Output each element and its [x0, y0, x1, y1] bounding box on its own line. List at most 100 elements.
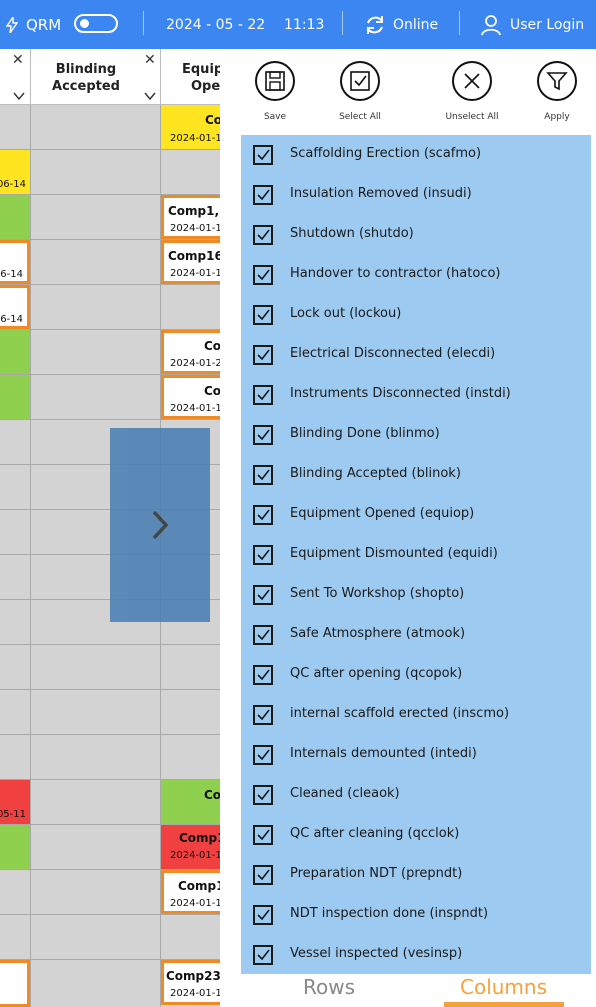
grid-cell[interactable] [0, 825, 30, 869]
qrm-toggle[interactable] [74, 14, 118, 33]
checkbox-checked-icon[interactable] [253, 465, 273, 485]
grid-cell[interactable]: Comp16 2024-01-17 [161, 825, 220, 869]
row-divider [0, 959, 220, 960]
grid-cell[interactable]: Comp16, C 2024-01-18 [161, 240, 220, 284]
sync-icon[interactable] [364, 0, 386, 49]
tab-columns[interactable]: Columns [460, 975, 548, 999]
close-icon[interactable]: ✕ [144, 52, 156, 68]
checkbox-checked-icon[interactable] [253, 705, 273, 725]
grid-cell[interactable]: 05-11 [0, 780, 30, 824]
checkbox-checked-icon[interactable] [253, 505, 273, 525]
column-option-label: Internals demounted (intedi) [290, 746, 477, 761]
column-option[interactable]: Cleaned (cleaok) [241, 775, 591, 815]
column-option-label: NDT inspection done (inspndt) [290, 906, 489, 921]
column-option-label: QC after opening (qcopok) [290, 666, 463, 681]
column-option[interactable]: Handover to contractor (hatoco) [241, 255, 591, 295]
header-title-line2: Accepted [52, 79, 120, 94]
grid-cell[interactable]: Co [161, 780, 220, 824]
select-all-label: Select All [339, 112, 381, 122]
grid-cell[interactable] [0, 330, 30, 374]
column-option[interactable]: Instruments Disconnected (instdi) [241, 375, 591, 415]
grid-cell[interactable] [0, 375, 30, 419]
column-option[interactable]: QC after opening (qcopok) [241, 655, 591, 695]
close-icon[interactable]: ✕ [12, 52, 24, 68]
column-option[interactable]: Internals demounted (intedi) [241, 735, 591, 775]
tab-rows[interactable]: Rows [303, 975, 356, 999]
unselect-all-button[interactable]: Unselect All [442, 61, 502, 122]
grid-cell[interactable]: 06-14 [0, 285, 30, 329]
grid-cell[interactable]: 06-14 [0, 150, 30, 194]
column-option[interactable]: Insulation Removed (insudi) [241, 175, 591, 215]
row-divider [0, 914, 220, 915]
checkbox-checked-icon[interactable] [253, 345, 273, 365]
grid-cell[interactable]: Comp1, C 2024-01-18 [161, 195, 220, 239]
column-option[interactable]: Sent To Workshop (shopto) [241, 575, 591, 615]
app-name: QRM [26, 15, 62, 34]
grid-cell[interactable]: Co 2024-01-17 [161, 375, 220, 419]
checkbox-checked-icon[interactable] [253, 825, 273, 845]
column-option[interactable]: Equipment Dismounted (equidi) [241, 535, 591, 575]
column-option[interactable]: QC after cleaning (qcclok) [241, 815, 591, 855]
checkbox-checked-icon[interactable] [253, 265, 273, 285]
chevron-down-icon[interactable] [144, 90, 156, 102]
expand-panel-button[interactable] [110, 428, 210, 622]
checkbox-checked-icon[interactable] [253, 905, 273, 925]
grid-cell[interactable]: Co 2024-01-17 [161, 105, 220, 149]
checkbox-checked-icon[interactable] [253, 745, 273, 765]
grid-cell[interactable]: Comp19 2024-01-18 [161, 870, 220, 914]
active-tab-indicator [444, 1002, 564, 1007]
column-option[interactable]: Equipment Opened (equiop) [241, 495, 591, 535]
row-divider [0, 239, 220, 240]
checkbox-checked-icon[interactable] [253, 145, 273, 165]
grid-cell[interactable]: 06-14 [0, 240, 30, 284]
column-option[interactable]: Scaffolding Erection (scafmo) [241, 135, 591, 175]
column-header-partial: ✕ [0, 49, 31, 105]
column-option[interactable]: Electrical Disconnected (elecdi) [241, 335, 591, 375]
column-option-label: Vessel inspected (vesinsp) [290, 946, 463, 961]
checkbox-checked-icon[interactable] [253, 425, 273, 445]
column-option[interactable]: Safe Atmosphere (atmook) [241, 615, 591, 655]
apply-button[interactable]: Apply [527, 61, 587, 122]
grid-cell[interactable]: Comp23, C 2024-01-17 [161, 960, 220, 1005]
column-option[interactable]: Vessel inspected (vesinsp) [241, 935, 591, 975]
checkbox-checked-icon[interactable] [253, 185, 273, 205]
column-option-label: Blinding Accepted (blinok) [290, 466, 461, 481]
checkbox-checked-icon[interactable] [253, 625, 273, 645]
column-chooser-panel: Save Select All Unselect All Apply Scaff… [220, 49, 596, 1007]
column-option[interactable]: Preparation NDT (prepndt) [241, 855, 591, 895]
grid-cell[interactable] [0, 960, 30, 1007]
user-login-button[interactable]: User Login [510, 16, 585, 33]
grid-cell[interactable] [0, 195, 30, 239]
column-option[interactable]: NDT inspection done (inspndt) [241, 895, 591, 935]
checkbox-checked-icon[interactable] [253, 385, 273, 405]
select-all-button[interactable]: Select All [330, 61, 390, 122]
column-option[interactable]: Blinding Done (blinmo) [241, 415, 591, 455]
column-option[interactable]: internal scaffold erected (inscmo) [241, 695, 591, 735]
column-option[interactable]: Blinding Accepted (blinok) [241, 455, 591, 495]
grid-cell[interactable]: Co 2024-01-25 [161, 330, 220, 374]
checkbox-checked-icon[interactable] [253, 665, 273, 685]
filter-icon [537, 61, 577, 101]
column-option[interactable]: Shutdown (shutdo) [241, 215, 591, 255]
checkbox-checked-icon[interactable] [253, 545, 273, 565]
checkbox-checked-icon[interactable] [253, 305, 273, 325]
column-option-label: Handover to contractor (hatoco) [290, 266, 501, 281]
unselect-all-label: Unselect All [445, 112, 499, 122]
column-option-label: Safe Atmosphere (atmook) [290, 626, 466, 641]
save-button[interactable]: Save [245, 61, 305, 122]
checkbox-checked-icon[interactable] [253, 865, 273, 885]
checkbox-checked-icon[interactable] [253, 945, 273, 965]
chevron-down-icon[interactable] [13, 90, 25, 102]
top-bar: QRM 2024 - 05 - 22 11:13 Online User Log… [0, 0, 596, 49]
time-display: 11:13 [284, 16, 325, 33]
checkbox-checked-icon[interactable] [253, 585, 273, 605]
column-option-label: Insulation Removed (insudi) [290, 186, 472, 201]
row-divider [0, 374, 220, 375]
column-option[interactable]: Lock out (lockou) [241, 295, 591, 335]
row-divider [0, 689, 220, 690]
checkbox-checked-icon[interactable] [253, 785, 273, 805]
user-icon[interactable] [481, 0, 501, 49]
checkbox-checked-icon[interactable] [253, 225, 273, 245]
column-divider [30, 105, 31, 1007]
column-option-label: internal scaffold erected (inscmo) [290, 706, 510, 721]
